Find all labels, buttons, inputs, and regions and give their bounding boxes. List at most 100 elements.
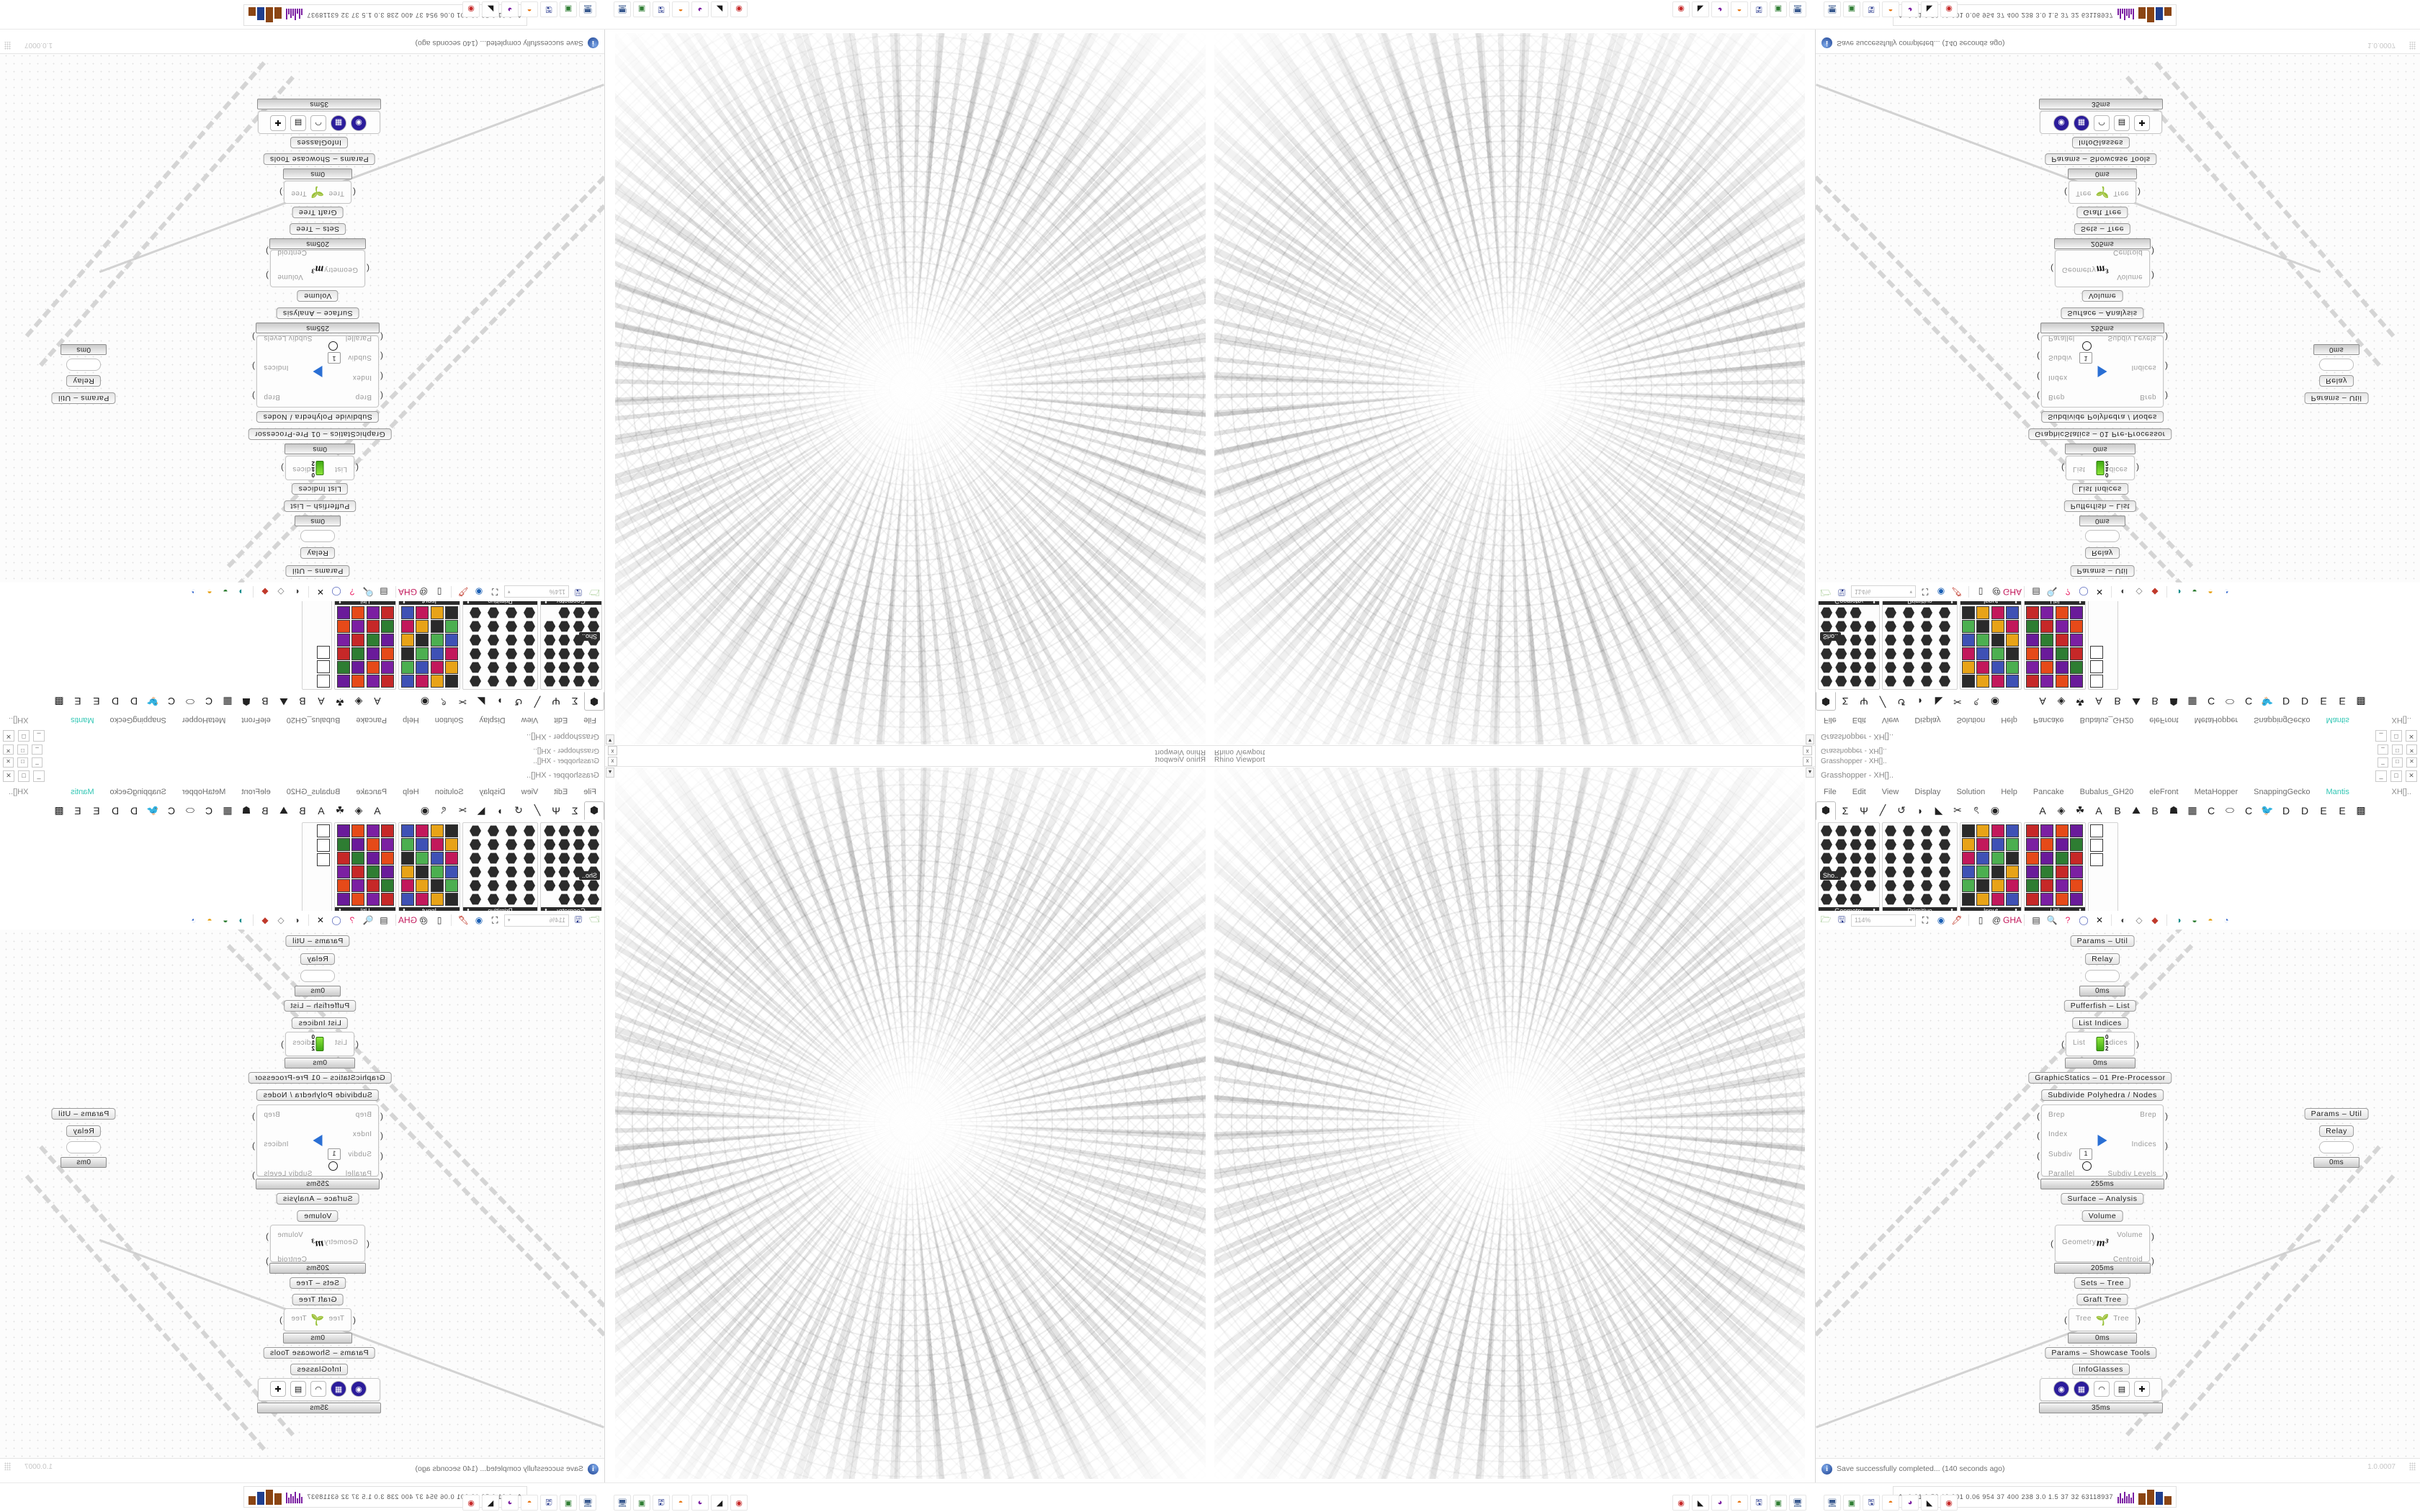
node-label[interactable]: Params – Util <box>2070 565 2135 577</box>
component-icon[interactable] <box>1962 675 1975 688</box>
infoglasses-toggle-row[interactable]: ◉ ▦ ◠ ▤ ✚ <box>2053 1381 2150 1397</box>
output-pin-connector[interactable]: ) <box>266 271 269 281</box>
plugin-a2-tab[interactable]: A <box>318 696 325 708</box>
connection-wire[interactable] <box>2154 61 2396 338</box>
app-unit[interactable]: Rhino Viewport x ▼ Grasshopper - XH[].. … <box>0 0 1210 756</box>
component-icon[interactable] <box>2026 852 2039 865</box>
menu-item-file[interactable]: File <box>583 788 596 796</box>
component-icon[interactable] <box>401 865 415 878</box>
relay-node[interactable] <box>66 1141 101 1153</box>
search-icon[interactable]: 🔍 <box>2046 587 2058 597</box>
input-pin-connector[interactable]: ( <box>2037 371 2040 382</box>
plugin-bird-tab[interactable]: 🐦 <box>2261 696 2274 708</box>
component-icon[interactable] <box>2040 620 2054 633</box>
ribbon-panels[interactable]: Geometry⬍Primitive⬍Input⬍Util⬍ Sho.. <box>0 598 604 691</box>
component-icon[interactable] <box>469 634 482 647</box>
component-icon[interactable] <box>366 675 380 688</box>
component-icon[interactable] <box>1920 647 1933 660</box>
component-icon[interactable] <box>1902 634 1915 647</box>
grasshopper-titlebar[interactable]: Grasshopper - XH[].. _ □ ✕ <box>0 727 604 744</box>
plugin-c2-tab[interactable]: C <box>2244 804 2253 816</box>
maximize-button[interactable]: □ <box>18 770 30 782</box>
layout-icon[interactable]: ▤ <box>380 587 388 597</box>
outer-minimize-button[interactable]: _ <box>32 744 42 755</box>
component-icon[interactable] <box>543 634 556 647</box>
save-file-icon[interactable]: 🖫 <box>1837 588 1846 598</box>
component-icon[interactable] <box>2005 865 2019 878</box>
node-label[interactable]: Params – Util <box>2304 392 2369 404</box>
node-label[interactable]: List Indices <box>292 1017 348 1029</box>
component-icon[interactable] <box>1920 661 1933 674</box>
open-file-icon[interactable]: 🗁 <box>588 914 600 924</box>
subdiv-value-field[interactable]: 1 <box>328 352 341 364</box>
output-pin-connector[interactable]: ) <box>2165 332 2168 342</box>
component-node[interactable]: Brep (Index (Subdiv (Parallel (Brep) Indices)… <box>2037 1104 2168 1180</box>
component-icon[interactable] <box>381 634 394 647</box>
component-node[interactable]: ◉ ▦ ◠ ▤ ✚ <box>2040 1378 2162 1401</box>
output-pin-connector[interactable]: ) <box>252 361 255 372</box>
plugin-b-tab[interactable]: B <box>2114 804 2121 816</box>
output-pin-connector[interactable]: ) <box>2136 463 2139 473</box>
preview-eye-icon[interactable]: ◉ <box>1937 915 1945 925</box>
component-icon[interactable] <box>587 606 600 619</box>
teal-bake-icon[interactable]: ◑ <box>2176 587 2182 597</box>
component-icon[interactable] <box>337 620 351 633</box>
component-icon[interactable] <box>445 879 458 892</box>
plugin-grid-tab[interactable]: ▦ <box>2187 804 2197 816</box>
component-icon[interactable] <box>573 852 586 865</box>
component-icon[interactable] <box>351 675 365 688</box>
component-icon[interactable] <box>1884 675 1897 688</box>
component-icon[interactable] <box>337 879 351 892</box>
component-icon[interactable] <box>366 634 380 647</box>
output-pin-connector[interactable]: ) <box>2165 1111 2168 1121</box>
app-unit[interactable]: Rhino Viewport x ▼ Grasshopper - XH[].. … <box>1210 0 2420 756</box>
component-icon[interactable] <box>505 865 518 878</box>
plugin-leaf-tab[interactable]: ◈ <box>2057 804 2066 816</box>
ribbon-panel-util[interactable]: Util⬍ <box>334 822 396 914</box>
ribbon-panel-geometry[interactable]: Geometry⬍ <box>1818 598 1880 690</box>
component-icon[interactable] <box>2040 852 2054 865</box>
taskbar-rhino-seal-icon[interactable]: ◉ <box>1672 1 1690 17</box>
taskbar-rhino-icon[interactable]: ◣ <box>482 1 499 17</box>
subdiv-value-field[interactable]: 1 <box>2079 1148 2092 1160</box>
menu-item-file[interactable]: File <box>1824 716 1837 724</box>
plugin-e2-tab[interactable]: E <box>2339 696 2346 708</box>
node-label[interactable]: Graft Tree <box>292 207 344 218</box>
component-icon[interactable] <box>1884 634 1897 647</box>
infoglasses-toggle-1[interactable]: ▦ <box>2074 115 2089 131</box>
node-label[interactable]: Params – Showcase Tools <box>263 1347 375 1359</box>
component-icon[interactable] <box>505 675 518 688</box>
close-button[interactable]: ✕ <box>3 730 14 742</box>
taskbar-monitor-icon[interactable]: 🖥 <box>579 1495 596 1511</box>
sets-tab[interactable]: Ψ <box>1860 696 1868 708</box>
outer-minimize-button[interactable]: _ <box>32 757 42 768</box>
component-icon[interactable] <box>2005 824 2019 837</box>
component-icon[interactable] <box>523 865 536 878</box>
node-label[interactable]: List Indices <box>2072 1017 2128 1029</box>
component-icon[interactable] <box>543 620 556 633</box>
component-icon[interactable] <box>1991 879 2004 892</box>
component-icon[interactable] <box>523 879 536 892</box>
zoom-dropdown-arrow[interactable]: ▾ <box>1909 918 1912 923</box>
taskbar-green-app-icon[interactable]: ▣ <box>1843 1 1860 17</box>
ribbon-panel-primitive[interactable]: Primitive⬍ <box>1882 598 1958 690</box>
menu-item-edit[interactable]: Edit <box>1852 788 1866 796</box>
amber-bake-icon[interactable]: ◓ <box>207 915 212 925</box>
outer-minimize-button[interactable]: _ <box>2378 757 2388 768</box>
plugin-a-tab[interactable]: A <box>374 696 381 708</box>
component-icon[interactable] <box>401 852 415 865</box>
taskbar-firefox-icon[interactable]: ◓ <box>1731 1 1748 17</box>
component-icon[interactable] <box>1962 620 1975 633</box>
intersect-tab[interactable]: ✂ <box>458 696 467 708</box>
component-icon[interactable] <box>1884 852 1897 865</box>
extra-component-icon[interactable] <box>2090 646 2103 659</box>
component-icon[interactable] <box>2055 647 2069 660</box>
component-icon[interactable] <box>469 661 482 674</box>
menu-item-mantis[interactable]: Mantis <box>2326 716 2349 724</box>
component-icon[interactable] <box>587 879 600 892</box>
vector-tab[interactable]: ╱ <box>1879 696 1886 708</box>
component-icon[interactable] <box>487 852 500 865</box>
grasshopper-menubar[interactable]: File Edit View Display Solution Help Pancake Bu… <box>0 784 604 801</box>
component-icon[interactable] <box>2069 675 2083 688</box>
node-label[interactable]: Params – Showcase Tools <box>263 153 375 165</box>
